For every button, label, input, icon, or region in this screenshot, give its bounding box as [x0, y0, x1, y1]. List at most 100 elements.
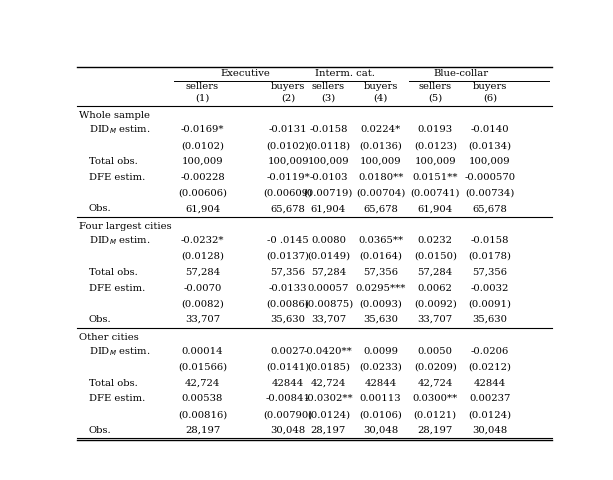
- Text: Obs.: Obs.: [88, 204, 111, 213]
- Text: Obs.: Obs.: [88, 315, 111, 324]
- Text: (0.00741): (0.00741): [411, 189, 460, 198]
- Text: 100,009: 100,009: [181, 157, 223, 166]
- Text: -0.0032: -0.0032: [471, 284, 509, 293]
- Text: (0.0093): (0.0093): [359, 300, 402, 308]
- Text: 30,048: 30,048: [472, 426, 508, 435]
- Text: (0.0150): (0.0150): [414, 252, 457, 261]
- Text: 33,707: 33,707: [311, 315, 346, 324]
- Text: DID$_M$ estim.: DID$_M$ estim.: [88, 123, 150, 136]
- Text: Four largest cities: Four largest cities: [79, 222, 172, 231]
- Text: 100,009: 100,009: [360, 157, 402, 166]
- Text: 0.00538: 0.00538: [182, 395, 223, 403]
- Text: buyers: buyers: [364, 82, 398, 91]
- Text: buyers: buyers: [271, 82, 305, 91]
- Text: 42,724: 42,724: [311, 379, 346, 387]
- Text: -0.0119*: -0.0119*: [266, 173, 310, 182]
- Text: DFE estim.: DFE estim.: [88, 173, 145, 182]
- Text: DID$_M$ estim.: DID$_M$ estim.: [88, 234, 150, 247]
- Text: -0.0302**: -0.0302**: [304, 395, 352, 403]
- Text: (0.01566): (0.01566): [178, 363, 227, 372]
- Text: (0.0141): (0.0141): [267, 363, 310, 372]
- Text: 57,356: 57,356: [473, 268, 508, 277]
- Text: 57,356: 57,356: [270, 268, 305, 277]
- Text: 65,678: 65,678: [364, 204, 398, 213]
- Text: Other cities: Other cities: [79, 333, 139, 342]
- Text: Blue-collar: Blue-collar: [434, 69, 489, 78]
- Text: (0.0164): (0.0164): [359, 252, 402, 261]
- Text: 28,197: 28,197: [311, 426, 346, 435]
- Text: -0.00841: -0.00841: [265, 395, 311, 403]
- Text: 65,678: 65,678: [270, 204, 305, 213]
- Text: DFE estim.: DFE estim.: [88, 395, 145, 403]
- Text: (0.00606): (0.00606): [178, 189, 227, 198]
- Text: 0.0224*: 0.0224*: [360, 125, 401, 134]
- Text: -0.000570: -0.000570: [465, 173, 516, 182]
- Text: 57,284: 57,284: [185, 268, 220, 277]
- Text: 0.0050: 0.0050: [418, 347, 453, 356]
- Text: 35,630: 35,630: [473, 315, 508, 324]
- Text: (0.0086): (0.0086): [267, 300, 310, 308]
- Text: sellers: sellers: [419, 82, 452, 91]
- Text: -0.0140: -0.0140: [471, 125, 509, 134]
- Text: (0.0091): (0.0091): [468, 300, 511, 308]
- Text: 65,678: 65,678: [473, 204, 508, 213]
- Text: (0.0082): (0.0082): [181, 300, 224, 308]
- Text: Interm. cat.: Interm. cat.: [315, 69, 375, 78]
- Text: 0.0180**: 0.0180**: [358, 173, 403, 182]
- Text: 33,707: 33,707: [417, 315, 453, 324]
- Text: 42844: 42844: [365, 379, 397, 387]
- Text: (0.0106): (0.0106): [359, 410, 402, 419]
- Text: 28,197: 28,197: [185, 426, 220, 435]
- Text: 0.00014: 0.00014: [181, 347, 223, 356]
- Text: Total obs.: Total obs.: [88, 268, 137, 277]
- Text: 0.0300**: 0.0300**: [413, 395, 458, 403]
- Text: (2): (2): [281, 94, 295, 103]
- Text: 0.0295***: 0.0295***: [356, 284, 406, 293]
- Text: -0.0158: -0.0158: [309, 125, 348, 134]
- Text: 28,197: 28,197: [417, 426, 453, 435]
- Text: (0.00816): (0.00816): [178, 410, 227, 419]
- Text: (0.0178): (0.0178): [468, 252, 511, 261]
- Text: 61,904: 61,904: [185, 204, 220, 213]
- Text: (1): (1): [196, 94, 210, 103]
- Text: -0.0420**: -0.0420**: [304, 347, 353, 356]
- Text: -0.0103: -0.0103: [309, 173, 348, 182]
- Text: (0.00790): (0.00790): [264, 410, 313, 419]
- Text: 57,356: 57,356: [363, 268, 398, 277]
- Text: -0.0133: -0.0133: [268, 284, 307, 293]
- Text: 61,904: 61,904: [311, 204, 346, 213]
- Text: (0.0185): (0.0185): [307, 363, 350, 372]
- Text: -0.0169*: -0.0169*: [181, 125, 224, 134]
- Text: (0.00734): (0.00734): [465, 189, 515, 198]
- Text: 0.0027: 0.0027: [270, 347, 305, 356]
- Text: 0.0365**: 0.0365**: [358, 236, 403, 245]
- Text: -0 .0145: -0 .0145: [267, 236, 309, 245]
- Text: (0.00719): (0.00719): [303, 189, 353, 198]
- Text: 0.0151**: 0.0151**: [413, 173, 458, 182]
- Text: (3): (3): [321, 94, 335, 103]
- Text: Executive: Executive: [220, 69, 270, 78]
- Text: DFE estim.: DFE estim.: [88, 284, 145, 293]
- Text: (0.0092): (0.0092): [414, 300, 457, 308]
- Text: -0.0206: -0.0206: [471, 347, 509, 356]
- Text: 42,724: 42,724: [417, 379, 453, 387]
- Text: 42844: 42844: [474, 379, 506, 387]
- Text: 42,724: 42,724: [185, 379, 220, 387]
- Text: 30,048: 30,048: [363, 426, 398, 435]
- Text: 0.00057: 0.00057: [308, 284, 349, 293]
- Text: 0.0062: 0.0062: [418, 284, 453, 293]
- Text: (0.0118): (0.0118): [307, 141, 350, 150]
- Text: buyers: buyers: [473, 82, 507, 91]
- Text: 100,009: 100,009: [414, 157, 456, 166]
- Text: (0.0124): (0.0124): [468, 410, 511, 419]
- Text: (0.0124): (0.0124): [307, 410, 350, 419]
- Text: 100,009: 100,009: [308, 157, 349, 166]
- Text: (5): (5): [428, 94, 443, 103]
- Text: Whole sample: Whole sample: [79, 111, 150, 120]
- Text: 0.0099: 0.0099: [363, 347, 398, 356]
- Text: (4): (4): [373, 94, 388, 103]
- Text: (6): (6): [483, 94, 497, 103]
- Text: -0.0131: -0.0131: [268, 125, 307, 134]
- Text: -0.0158: -0.0158: [471, 236, 509, 245]
- Text: 30,048: 30,048: [270, 426, 306, 435]
